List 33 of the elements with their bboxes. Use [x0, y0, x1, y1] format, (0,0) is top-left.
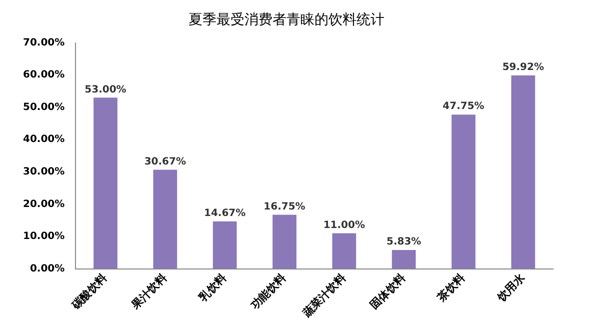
bar [212, 221, 237, 269]
chart-title: 夏季最受消费者青睐的饮料统计 [188, 12, 384, 28]
bar [94, 98, 118, 269]
y-tick-label: 0.00% [30, 263, 65, 274]
y-tick-label: 70.00% [22, 37, 65, 48]
y-tick-label: 40.00% [22, 134, 65, 146]
bar [153, 170, 178, 269]
data-label: 14.67% [204, 208, 246, 220]
y-tick-label: 10.00% [22, 231, 65, 242]
x-tick-label: 乳饮料 [196, 271, 229, 305]
data-label: 11.00% [323, 220, 365, 231]
y-tick-label: 60.00% [22, 70, 65, 81]
x-tick-label: 功能饮料 [248, 271, 289, 312]
bar [272, 214, 296, 269]
bar [452, 114, 476, 269]
y-tick-label: 20.00% [22, 198, 65, 210]
data-label: 59.92% [502, 62, 544, 73]
x-tick-label: 蔬菜汁饮料 [300, 271, 348, 320]
x-tick-label: 果汁饮料 [128, 271, 170, 312]
x-tick-label: 饮用水 [494, 270, 528, 305]
data-label: 5.83% [386, 236, 422, 248]
y-tick-label: 50.00% [22, 102, 65, 113]
y-tick-label: 30.00% [22, 166, 65, 178]
x-tick-label: 碳酸饮料 [68, 271, 110, 312]
x-tick-label: 茶饮料 [434, 271, 468, 305]
bar [511, 75, 536, 269]
data-label: 16.75% [264, 201, 306, 212]
bar [392, 250, 416, 269]
bar [332, 233, 356, 269]
x-tick-label: 固体饮料 [368, 271, 408, 312]
data-label: 47.75% [442, 101, 484, 112]
data-label: 53.00% [84, 84, 126, 96]
data-label: 30.67% [144, 156, 186, 168]
